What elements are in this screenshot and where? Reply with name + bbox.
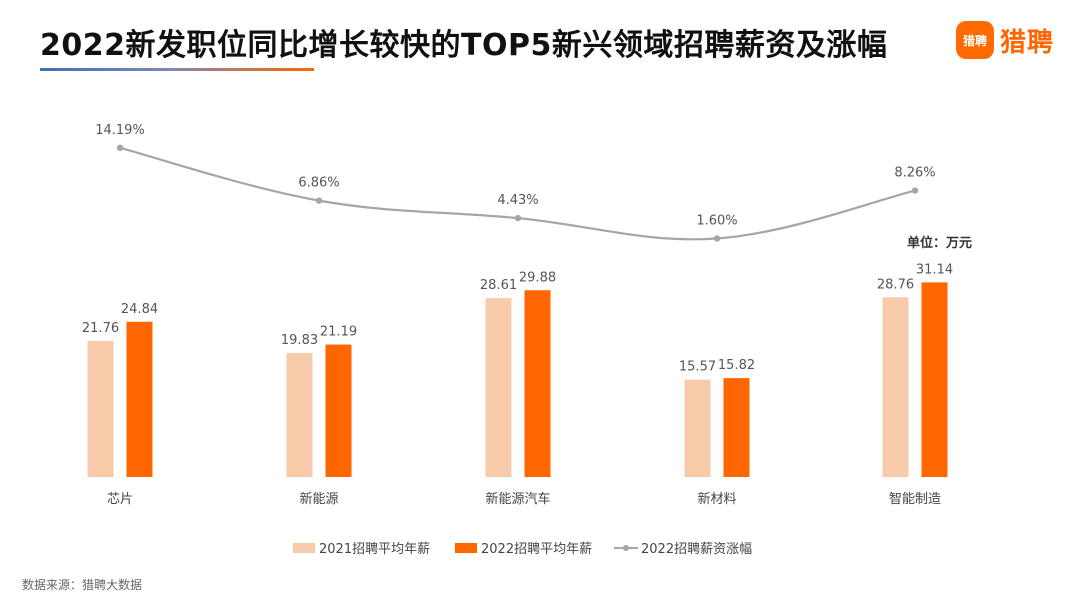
liepin-logo: 猎聘 猎聘 bbox=[956, 21, 1054, 59]
legend-swatch-2021 bbox=[293, 543, 315, 553]
category-label: 新材料 bbox=[697, 491, 736, 507]
bar-2022 bbox=[126, 321, 153, 477]
bar-2021-value-label: 15.57 bbox=[679, 360, 716, 375]
bar-2022-value-label: 21.19 bbox=[320, 325, 357, 340]
bar-2022-value-label: 24.84 bbox=[121, 302, 158, 317]
category-label: 新能源 bbox=[299, 491, 338, 507]
category-labels: 芯片 新能源 新能源汽车 新材料 智能制造 bbox=[107, 491, 941, 507]
legend-label-growth: 2022招聘薪资涨幅 bbox=[641, 542, 752, 557]
legend: 2021招聘平均年薪 2022招聘平均年薪 2022招聘薪资涨幅 bbox=[293, 542, 752, 557]
growth-value-label: 1.60% bbox=[696, 213, 737, 228]
source-note: 数据来源：猎聘大数据 bbox=[22, 578, 143, 592]
bar-2021 bbox=[684, 379, 711, 477]
bar-2021 bbox=[485, 298, 512, 477]
bar-2021 bbox=[286, 353, 313, 477]
bar-2022-value-label: 31.14 bbox=[916, 262, 953, 277]
legend-label-2021: 2021招聘平均年薪 bbox=[319, 542, 430, 557]
title-underline bbox=[40, 68, 314, 71]
bar-2022-value-label: 15.82 bbox=[718, 358, 755, 373]
bar-2022-value-label: 29.88 bbox=[519, 270, 556, 285]
growth-value-label: 4.43% bbox=[497, 193, 538, 208]
bar-2021-value-label: 21.76 bbox=[82, 321, 119, 336]
category-label: 芯片 bbox=[107, 492, 133, 507]
bar-2021-value-label: 28.61 bbox=[480, 278, 517, 293]
bar-2022 bbox=[921, 282, 948, 477]
unit-label: 单位：万元 bbox=[907, 236, 973, 251]
bar-2021-value-label: 19.83 bbox=[281, 333, 318, 348]
growth-line-layer: 14.19% 6.86% 4.43% 1.60% 8.26% bbox=[95, 123, 936, 242]
chart-title: 2022新发职位同比增长较快的TOP5新兴领域招聘薪资及涨幅 bbox=[40, 28, 888, 63]
logo-text: 猎聘 bbox=[1000, 27, 1055, 58]
growth-point bbox=[514, 214, 522, 222]
growth-value-label: 8.26% bbox=[894, 166, 935, 181]
bar-2021 bbox=[87, 341, 114, 477]
growth-value-label: 6.86% bbox=[298, 176, 339, 191]
legend-swatch-2022 bbox=[455, 543, 477, 553]
legend-marker-growth bbox=[623, 545, 629, 551]
logo-mark-icon: 猎聘 bbox=[956, 21, 994, 59]
bar-2021-value-label: 28.76 bbox=[877, 277, 914, 292]
growth-point bbox=[315, 197, 323, 204]
growth-point bbox=[911, 187, 919, 194]
growth-point bbox=[713, 235, 721, 242]
growth-value-label: 14.19% bbox=[95, 123, 145, 138]
bar-2021 bbox=[882, 297, 909, 477]
bar-2022 bbox=[524, 290, 551, 477]
legend-label-2022: 2022招聘平均年薪 bbox=[481, 542, 592, 557]
bar-2022 bbox=[723, 378, 750, 477]
category-label: 新能源汽车 bbox=[485, 491, 550, 507]
category-label: 智能制造 bbox=[889, 492, 941, 507]
growth-point bbox=[116, 144, 124, 152]
bar-2022 bbox=[325, 344, 352, 477]
